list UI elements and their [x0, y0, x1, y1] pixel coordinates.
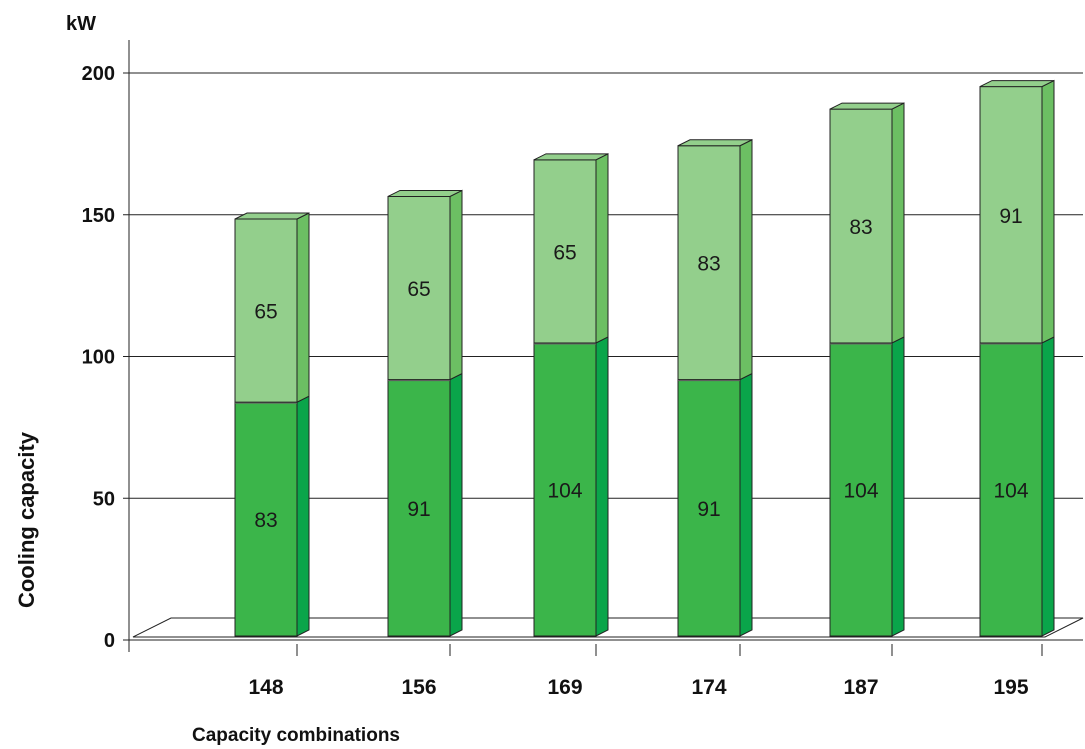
y-axis-title: Cooling capacity [14, 431, 39, 608]
y-tick-label: 200 [82, 63, 115, 85]
bar-segment [979, 342, 1043, 637]
bar-top-cap [979, 80, 1055, 88]
y-tick-label: 50 [93, 488, 115, 510]
bar-top-cap [533, 153, 609, 161]
bar-segment-side [1041, 336, 1055, 637]
y-tick-label: 0 [104, 630, 115, 652]
bar-value-label: 83 [849, 216, 872, 239]
x-tick-label: 195 [993, 676, 1028, 699]
y-tick-label: 150 [82, 205, 115, 227]
x-tick-label: 187 [843, 676, 878, 699]
bar-segment-side [739, 372, 753, 637]
x-tick-label: 156 [401, 676, 436, 699]
x-tick-label: 174 [691, 676, 726, 699]
bar-segment [979, 86, 1043, 344]
bar-segment-side [1041, 79, 1055, 344]
bar-group-169: 104 65 [533, 153, 609, 637]
bar-segment-side [595, 336, 609, 637]
bar-top-cap [677, 139, 753, 147]
bar-segment [533, 159, 597, 344]
bar-top-cap [234, 212, 310, 220]
bar-value-label: 104 [843, 479, 878, 502]
bar-top-cap [829, 102, 905, 110]
bar-value-label: 83 [254, 509, 277, 532]
bar-group-148: 83 65 [234, 212, 310, 637]
x-tick-label: 148 [248, 676, 283, 699]
y-unit-label: kW [66, 13, 96, 35]
y-tick-label: 100 [82, 347, 115, 369]
bar-segment-side [891, 336, 905, 637]
bar-segment-side [739, 138, 753, 381]
bar-value-label: 65 [553, 241, 576, 264]
bar-value-label: 91 [697, 498, 720, 521]
bar-segment [677, 145, 741, 381]
axes: 0 50 100 150 200 148 156 169 174 187 195 [82, 40, 1043, 699]
bar-value-label: 65 [407, 278, 430, 301]
bar-value-label: 104 [993, 479, 1028, 502]
x-axis-title: Capacity combinations [192, 725, 400, 746]
bars: 83 65 91 65 104 65 91 83 104 83 104 91 [234, 79, 1055, 637]
bar-value-label: 91 [407, 498, 430, 521]
bar-group-195: 104 91 [979, 79, 1055, 637]
chart-floor [132, 617, 1084, 638]
bar-segment-side [891, 102, 905, 344]
bar-segment-side [296, 395, 310, 637]
bar-segment [234, 218, 298, 403]
bar-segment [829, 342, 893, 637]
bar-segment [829, 108, 893, 344]
floor-plane [132, 617, 1084, 638]
x-tick-label: 169 [547, 676, 582, 699]
bar-top-cap [387, 189, 463, 197]
bar-value-label: 91 [999, 205, 1022, 228]
bar-value-label: 65 [254, 301, 277, 324]
bar-segment-side [595, 153, 609, 344]
bar-segment [387, 379, 451, 637]
bar-group-174: 91 83 [677, 138, 753, 637]
bar-group-187: 104 83 [829, 102, 905, 637]
bar-segment [234, 401, 298, 637]
bar-segment-side [449, 372, 463, 637]
bar-value-label: 104 [547, 479, 582, 502]
bar-segment-side [449, 189, 463, 381]
bar-value-label: 83 [697, 253, 720, 276]
bar-group-156: 91 65 [387, 189, 463, 637]
bar-segment-side [296, 212, 310, 403]
